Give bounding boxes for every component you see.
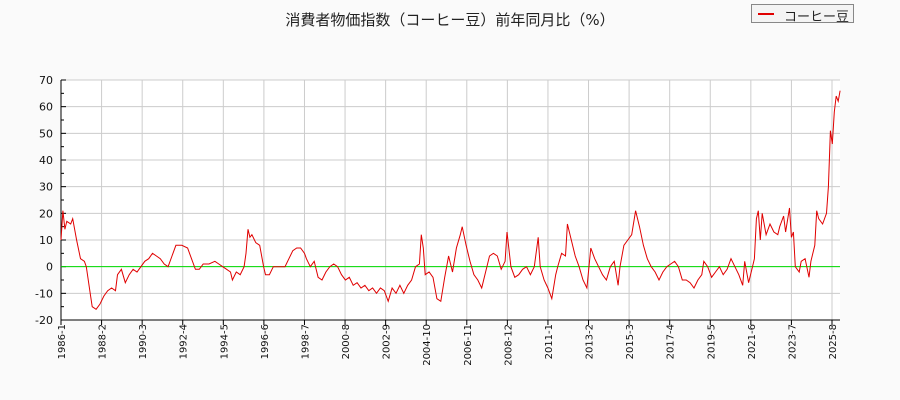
svg-text:1994-5: 1994-5 [219, 324, 230, 359]
series-line-coffee-beans [60, 90, 841, 310]
svg-text:-20: -20 [35, 314, 53, 327]
svg-text:70: 70 [39, 74, 53, 87]
svg-text:2004-10: 2004-10 [422, 324, 433, 366]
svg-text:2002-9: 2002-9 [382, 324, 393, 359]
svg-text:1986-1: 1986-1 [57, 324, 68, 359]
svg-text:60: 60 [39, 101, 53, 114]
svg-text:2017-4: 2017-4 [666, 324, 677, 359]
svg-text:10: 10 [39, 234, 53, 247]
svg-text:20: 20 [39, 207, 53, 220]
grid-lines [61, 79, 840, 321]
x-axis: 1986-1 1988-2 1990-3 1992-4 1994-5 1996-6 1998… [57, 319, 840, 366]
svg-text:1998-7: 1998-7 [300, 324, 311, 359]
svg-text:2019-5: 2019-5 [706, 324, 717, 359]
svg-text:1996-6: 1996-6 [260, 324, 271, 359]
svg-text:-10: -10 [35, 287, 53, 300]
svg-text:2011-1: 2011-1 [544, 324, 555, 359]
svg-text:2025-8: 2025-8 [828, 324, 839, 359]
svg-text:50: 50 [39, 127, 53, 140]
chart-title: 消費者物価指数（コーヒー豆）前年同月比（%） [285, 11, 615, 29]
legend-label: コーヒー豆 [784, 10, 850, 25]
svg-text:2006-11: 2006-11 [463, 324, 474, 366]
svg-text:2013-2: 2013-2 [585, 324, 596, 359]
legend-swatch [758, 13, 774, 15]
svg-text:40: 40 [39, 154, 53, 167]
svg-text:2008-12: 2008-12 [503, 324, 514, 366]
svg-text:2015-3: 2015-3 [625, 324, 636, 359]
svg-text:2023-7: 2023-7 [787, 324, 798, 359]
legend: コーヒー豆 [751, 4, 854, 25]
svg-text:1988-2: 1988-2 [98, 324, 109, 359]
svg-text:2021-6: 2021-6 [747, 324, 758, 359]
svg-text:0: 0 [46, 261, 53, 274]
svg-text:2000-8: 2000-8 [341, 324, 352, 359]
y-axis: -20 -10 0 10 20 30 40 50 60 70 [35, 74, 66, 327]
svg-text:1992-4: 1992-4 [179, 324, 190, 359]
svg-text:30: 30 [39, 181, 53, 194]
svg-text:1990-3: 1990-3 [138, 324, 149, 359]
